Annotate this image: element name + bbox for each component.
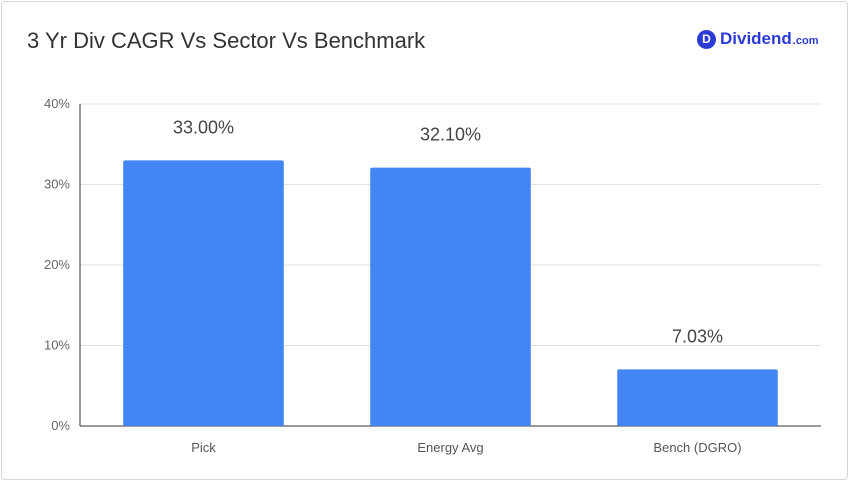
x-tick-label: Pick xyxy=(191,440,216,455)
dividend-logo[interactable]: D Dividend .com xyxy=(697,29,818,49)
x-tick-label: Bench (DGRO) xyxy=(653,440,741,455)
bar xyxy=(617,369,778,426)
bar xyxy=(123,160,284,426)
x-tick-label: Energy Avg xyxy=(417,440,483,455)
logo-text: Dividend xyxy=(720,29,792,48)
y-tick-label: 20% xyxy=(44,257,70,272)
y-tick-label: 10% xyxy=(44,338,70,353)
data-label: 7.03% xyxy=(672,326,723,346)
chart-title: 3 Yr Div CAGR Vs Sector Vs Benchmark xyxy=(27,28,426,53)
dividend-logo-icon: D xyxy=(697,29,716,49)
logo-tld: .com xyxy=(792,34,819,47)
data-label: 33.00% xyxy=(173,117,234,137)
y-tick-label: 30% xyxy=(44,177,70,192)
bar xyxy=(370,167,531,426)
y-tick-label: 0% xyxy=(51,418,70,433)
y-tick-label: 40% xyxy=(44,96,70,111)
data-label: 32.10% xyxy=(420,125,481,145)
